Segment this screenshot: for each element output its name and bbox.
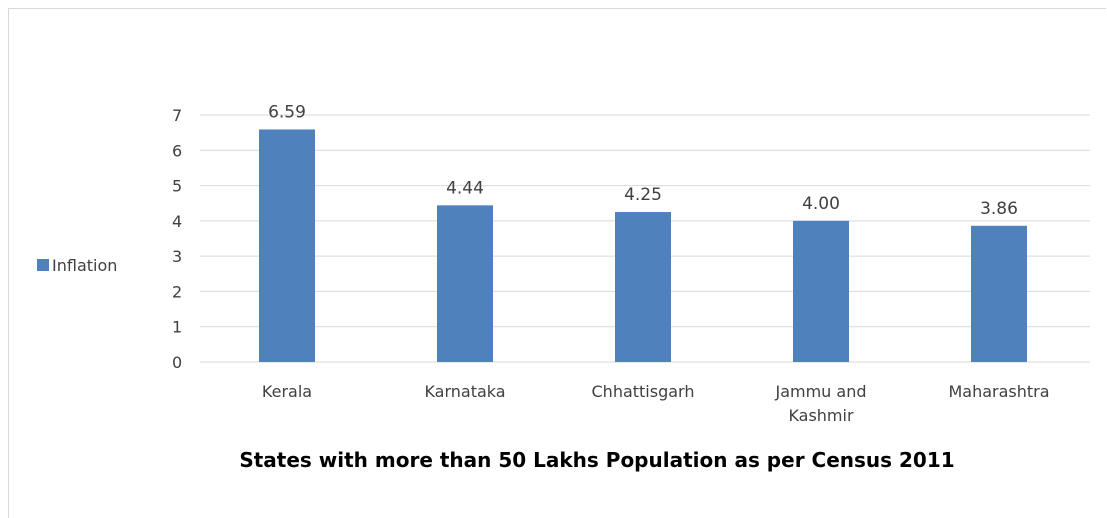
y-axis-ticks: 0 1 2 3 4 5 6 7 [172, 106, 182, 372]
bar [615, 212, 671, 362]
legend-swatch-inflation [37, 259, 49, 271]
bar [971, 225, 1027, 362]
y-tick-label: 5 [172, 177, 182, 196]
data-labels: 6.59 4.44 4.25 4.00 3.86 [268, 102, 1018, 218]
y-tick-label: 0 [172, 353, 182, 372]
x-tick-label: Maharashtra [948, 382, 1049, 401]
bar [793, 220, 849, 362]
x-tick-label: Chhattisgarh [592, 382, 695, 401]
y-tick-label: 1 [172, 318, 182, 337]
x-tick-label: Karnataka [424, 382, 505, 401]
bar [437, 205, 493, 362]
data-label: 3.86 [980, 199, 1018, 219]
bars [259, 129, 1027, 362]
y-tick-label: 7 [172, 106, 182, 125]
legend-label-inflation: Inflation [52, 256, 117, 275]
x-tick-label: Jammu and Kashmir [774, 382, 866, 425]
legend: Inflation [37, 256, 117, 275]
data-label: 6.59 [268, 102, 306, 122]
data-label: 4.44 [446, 178, 484, 198]
x-tick-label: Kerala [262, 382, 312, 401]
chart-frame [8, 8, 1106, 518]
y-tick-label: 6 [172, 141, 182, 160]
chart-title: States with more than 50 Lakhs Populatio… [239, 448, 954, 472]
data-label: 4.00 [802, 194, 840, 214]
data-label: 4.25 [624, 185, 662, 205]
y-tick-label: 2 [172, 282, 182, 301]
y-tick-label: 4 [172, 212, 182, 231]
x-axis-ticks: Kerala Karnataka Chhattisgarh Jammu and Kash… [262, 382, 1050, 425]
bar [259, 129, 315, 362]
y-tick-label: 3 [172, 247, 182, 266]
